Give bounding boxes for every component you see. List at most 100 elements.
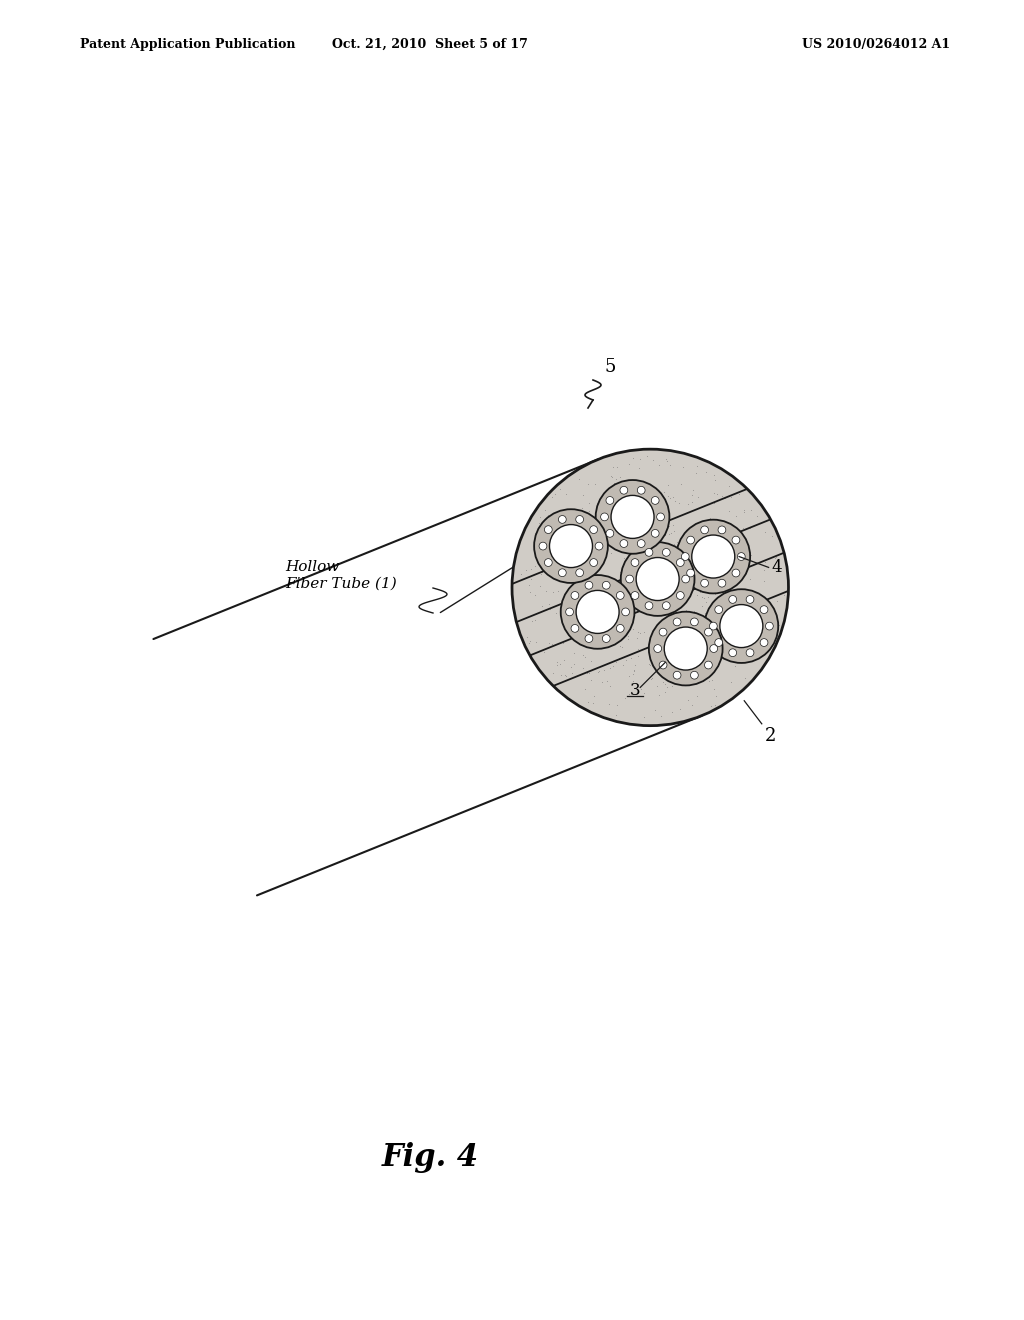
Circle shape — [575, 569, 584, 577]
Circle shape — [665, 627, 708, 671]
Circle shape — [710, 644, 718, 652]
Point — [542, 599, 558, 620]
Circle shape — [602, 581, 610, 589]
Circle shape — [550, 524, 593, 568]
Circle shape — [663, 549, 670, 556]
Point — [721, 635, 737, 656]
Point — [625, 619, 641, 640]
Point — [693, 622, 710, 643]
Point — [526, 585, 543, 606]
Point — [540, 504, 556, 525]
Circle shape — [737, 553, 745, 561]
Circle shape — [565, 609, 573, 616]
Circle shape — [705, 661, 713, 669]
Point — [605, 457, 622, 478]
Point — [651, 597, 668, 618]
Text: Patent Application Publication: Patent Application Publication — [80, 38, 296, 51]
Circle shape — [606, 529, 613, 537]
Point — [616, 688, 633, 709]
Point — [751, 585, 767, 606]
Point — [552, 653, 568, 675]
Point — [738, 532, 755, 553]
Point — [602, 574, 618, 595]
Point — [654, 590, 671, 611]
Point — [583, 669, 599, 690]
Point — [627, 655, 643, 676]
Point — [707, 465, 723, 486]
Point — [730, 569, 746, 590]
Point — [739, 645, 756, 667]
Point — [591, 610, 607, 631]
Point — [660, 523, 677, 544]
Point — [577, 647, 593, 668]
Circle shape — [631, 591, 639, 599]
Point — [679, 651, 695, 672]
Point — [578, 602, 594, 623]
Point — [535, 595, 551, 616]
Point — [722, 515, 738, 536]
Point — [731, 569, 748, 590]
Point — [624, 500, 640, 521]
Point — [659, 603, 676, 624]
Point — [524, 610, 541, 631]
Point — [650, 684, 667, 705]
Point — [627, 660, 643, 681]
Point — [728, 506, 744, 527]
Point — [592, 638, 608, 659]
Point — [649, 598, 666, 619]
Point — [594, 624, 610, 645]
Circle shape — [539, 543, 547, 550]
Circle shape — [732, 536, 739, 544]
Point — [608, 513, 625, 535]
Text: US 2010/0264012 A1: US 2010/0264012 A1 — [802, 38, 950, 51]
Point — [567, 612, 584, 634]
Point — [692, 623, 709, 644]
Point — [578, 519, 594, 540]
Point — [570, 469, 587, 490]
Point — [610, 648, 627, 669]
Point — [642, 535, 658, 556]
Point — [520, 632, 537, 653]
Point — [709, 685, 725, 706]
Point — [756, 635, 772, 656]
Circle shape — [601, 513, 608, 521]
Point — [610, 486, 627, 507]
Point — [581, 492, 597, 513]
Point — [612, 466, 629, 487]
Point — [701, 671, 718, 692]
Point — [764, 525, 780, 546]
Circle shape — [631, 558, 639, 566]
Point — [693, 595, 710, 616]
Point — [574, 644, 591, 665]
Point — [671, 492, 687, 513]
Point — [668, 581, 684, 602]
Point — [761, 632, 777, 653]
Point — [538, 579, 554, 601]
Point — [529, 548, 546, 569]
Point — [651, 557, 668, 578]
Point — [557, 665, 573, 686]
Point — [633, 678, 649, 700]
Point — [569, 548, 586, 569]
Point — [621, 453, 637, 474]
Point — [675, 556, 691, 577]
Point — [621, 510, 637, 531]
Point — [620, 628, 636, 649]
Point — [771, 615, 787, 636]
Point — [706, 483, 722, 504]
Point — [713, 556, 729, 577]
Point — [565, 539, 582, 560]
Circle shape — [637, 540, 645, 548]
Point — [527, 564, 544, 585]
Point — [721, 475, 737, 496]
Point — [684, 484, 700, 506]
Circle shape — [700, 525, 709, 533]
Point — [600, 607, 616, 628]
Point — [709, 483, 725, 504]
Point — [749, 609, 765, 630]
Point — [632, 449, 648, 470]
Point — [754, 610, 770, 631]
Point — [655, 482, 672, 503]
Point — [572, 499, 589, 520]
Point — [658, 535, 675, 556]
